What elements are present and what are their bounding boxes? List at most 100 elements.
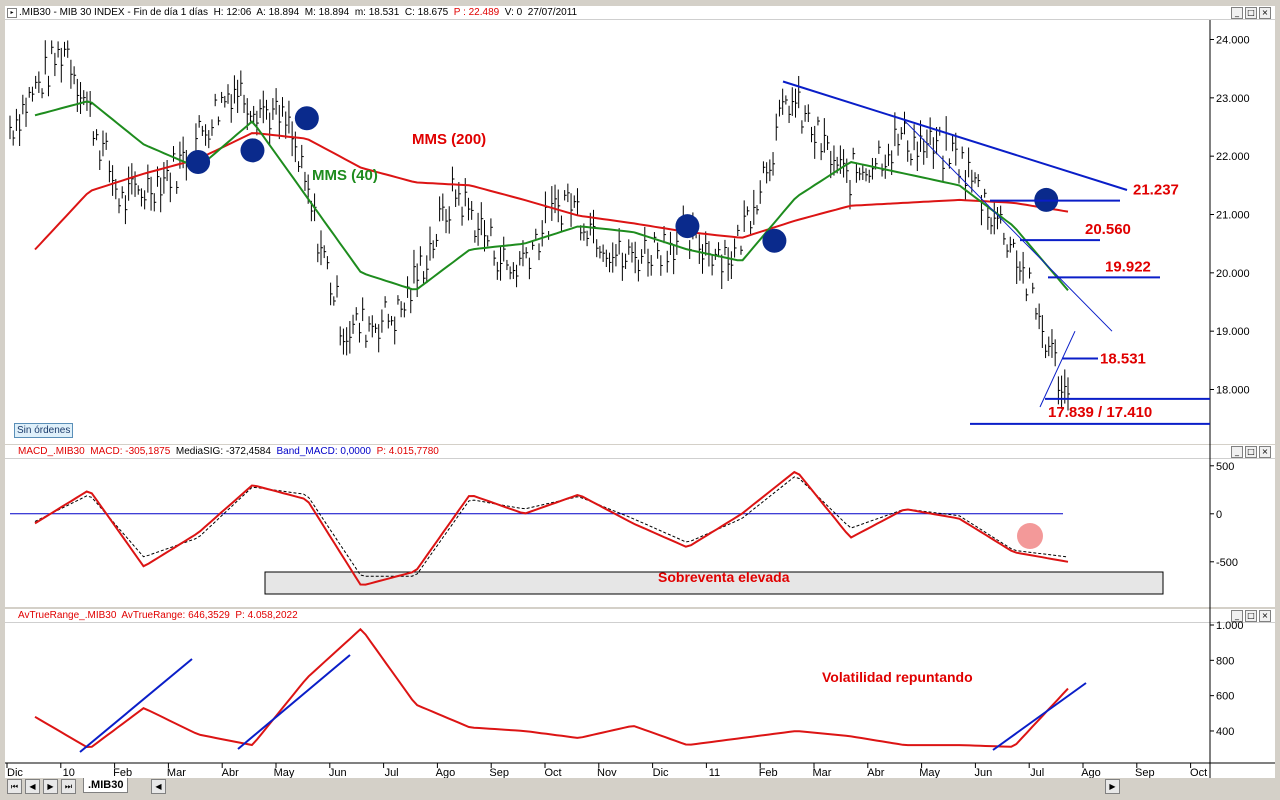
scroll-left-icon[interactable]: ◀ [151, 779, 166, 794]
minimize-icon[interactable]: _ [1231, 446, 1243, 458]
prev-page-icon[interactable]: ◀ [25, 779, 40, 794]
level-label: 20.560 [1085, 221, 1131, 238]
price-window-buttons: _ □ × [1231, 7, 1271, 19]
header-h: H: 12:06 [213, 7, 252, 18]
macd-signal: MediaSIG: -372,4584 [175, 446, 271, 457]
symbol-name: MIB 30 INDEX [59, 7, 125, 18]
mms40-line [34, 100, 1069, 291]
price-header-text: .MIB30 - MIB 30 INDEX - Fin de día 1 día… [19, 7, 578, 18]
resistance-trendline [782, 80, 1128, 191]
crossover-marker [762, 228, 787, 253]
crossover-marker [675, 214, 700, 239]
panel-menu-icon[interactable]: ▸ [7, 8, 17, 18]
level-label: 19.922 [1105, 258, 1151, 275]
x-axis-area [5, 763, 1275, 778]
macd-plot-area [5, 459, 1210, 607]
macd-highlight-marker [1017, 523, 1043, 549]
header-a: A: 18.894 [256, 7, 300, 18]
atr-value: AvTrueRange: 646,3529 [121, 610, 230, 621]
maximize-icon[interactable]: □ [1245, 610, 1257, 622]
price-y-tick-label: 23.000 [1216, 93, 1250, 105]
header-m: M: 18.894 [304, 7, 350, 18]
short-trendline [904, 120, 1113, 332]
rebound-trendline [1039, 330, 1076, 408]
price-bars [9, 40, 1070, 411]
header-date: 27/07/2011 [527, 7, 578, 18]
atr-trendline [992, 682, 1087, 751]
crossover-marker [1034, 187, 1059, 212]
scroll-right-icon[interactable]: ▶ [1105, 779, 1120, 794]
crossover-marker [294, 106, 319, 131]
close-icon[interactable]: × [1259, 446, 1271, 458]
crossover-marker [240, 138, 265, 163]
price-panel-header: ▸ .MIB30 - MIB 30 INDEX - Fin de día 1 d… [5, 6, 1275, 20]
price-y-tick-label: 19.000 [1216, 326, 1250, 338]
atr-panel-header: AvTrueRange_.MIB30 AvTrueRange: 646,3529… [5, 609, 1275, 623]
atr-p: P: 4.058,2022 [235, 610, 298, 621]
sheet-tab[interactable]: .MIB30 [83, 778, 129, 793]
macd-line [34, 470, 1069, 586]
close-icon[interactable]: × [1259, 610, 1271, 622]
macd-p: P: 4.015,7780 [376, 446, 439, 457]
price-y-tick-label: 18.000 [1216, 385, 1250, 397]
last-page-icon[interactable]: ⏭ [61, 779, 76, 794]
header-c: C: 18.675 [404, 7, 449, 18]
atr-line [34, 627, 1069, 749]
volatility-annotation: Volatilidad repuntando [822, 669, 973, 685]
price-panel: 24.000 23.000 22.000 21.000 20.000 19.000 18.0… [9, 35, 1250, 425]
price-y-tick-label: 22.000 [1216, 151, 1250, 163]
maximize-icon[interactable]: □ [1245, 446, 1257, 458]
x-axis: Dic 10 Feb Mar Abr May Jun Jul Ago Sep Oct Nov Dic 11… [6, 763, 1207, 779]
macd-panel: 500 0 -500 Sobreventa elevada [10, 461, 1238, 595]
header-min: m: 18.531 [354, 7, 400, 18]
macd-y-tick-label: -500 [1216, 557, 1238, 569]
macd-value: MACD: -305,1875 [90, 446, 171, 457]
price-plot-area [5, 20, 1210, 444]
atr-window-buttons: _ □ × [1231, 610, 1271, 622]
level-label: 18.531 [1100, 351, 1146, 368]
header-v: V: 0 [504, 7, 523, 18]
oversold-zone [264, 571, 1164, 595]
minimize-icon[interactable]: _ [1231, 610, 1243, 622]
maximize-icon[interactable]: □ [1245, 7, 1257, 19]
close-icon[interactable]: × [1259, 7, 1271, 19]
oversold-annotation: Sobreventa elevada [658, 569, 790, 585]
level-label: 17.839 / 17.410 [1048, 404, 1152, 421]
atr-trendline [79, 658, 193, 753]
price-y-tick-label: 21.000 [1216, 210, 1250, 222]
macd-panel-header: MACD_.MIB30 MACD: -305,1875 MediaSIG: -3… [5, 445, 1275, 459]
macd-window-buttons: _ □ × [1231, 446, 1271, 458]
minimize-icon[interactable]: _ [1231, 7, 1243, 19]
mms200-line [34, 132, 1069, 251]
macd-header-text: MACD_.MIB30 MACD: -305,1875 MediaSIG: -3… [18, 445, 439, 458]
atr-trendline [237, 654, 351, 750]
macd-y-tick-label: 0 [1216, 509, 1222, 521]
mms200-annotation: MMS (200) [412, 131, 486, 148]
symbol: .MIB30 [19, 7, 51, 18]
header-p: P : 22.489 [453, 7, 500, 18]
price-y-axis-area [1210, 20, 1275, 444]
price-y-tick-label: 24.000 [1216, 35, 1250, 47]
atr-plot-area [5, 623, 1210, 763]
macd-y-axis-area [1210, 459, 1275, 607]
macd-y-tick-label: 500 [1216, 461, 1234, 473]
next-page-icon[interactable]: ▶ [43, 779, 58, 794]
atr-label: AvTrueRange_.MIB30 [18, 610, 117, 621]
level-label: 21.237 [1133, 182, 1179, 199]
bottom-navigation: ⏮ ◀ ▶ ⏭ .MIB30 ◀ ▶ [5, 778, 1275, 794]
first-page-icon[interactable]: ⏮ [7, 779, 22, 794]
macd-band: Band_MACD: 0,0000 [276, 446, 371, 457]
atr-header-text: AvTrueRange_.MIB30 AvTrueRange: 646,3529… [18, 609, 298, 622]
atr-y-tick-label: 600 [1216, 691, 1234, 703]
atr-y-tick-label: 400 [1216, 726, 1234, 738]
orders-button[interactable]: Sin órdenes [14, 423, 74, 438]
mms40-annotation: MMS (40) [312, 167, 378, 184]
macd-label: MACD_.MIB30 [18, 446, 85, 457]
atr-y-axis-area [1210, 623, 1275, 763]
crossover-marker [186, 150, 211, 174]
price-y-tick-label: 20.000 [1216, 268, 1250, 280]
macd-signal-line [34, 476, 1069, 577]
